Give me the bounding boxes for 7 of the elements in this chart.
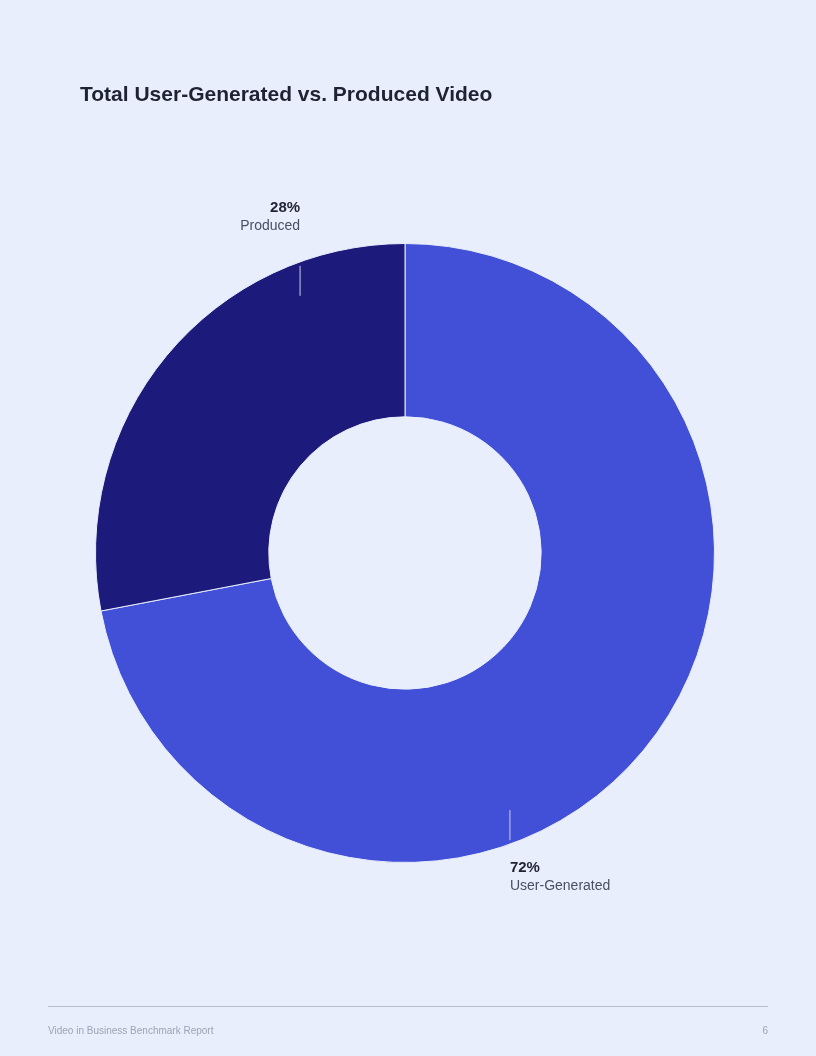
data-label: 28% bbox=[270, 197, 301, 215]
chart-title: Total User-Generated vs. Produced Video bbox=[80, 82, 493, 106]
slice-label: User-Generated bbox=[509, 877, 611, 894]
text: 6 bbox=[762, 1025, 768, 1036]
data-label: 72% bbox=[509, 858, 540, 876]
text: Video in Business Benchmark Report bbox=[48, 1025, 214, 1036]
slice-label: Produced bbox=[240, 216, 301, 233]
